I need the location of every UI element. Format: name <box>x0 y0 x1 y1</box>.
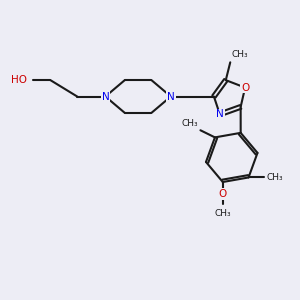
Text: O: O <box>219 189 227 199</box>
Text: CH₃: CH₃ <box>182 119 198 128</box>
Text: O: O <box>241 82 249 93</box>
Text: N: N <box>167 92 175 101</box>
Text: CH₃: CH₃ <box>266 173 283 182</box>
Text: CH₃: CH₃ <box>214 209 231 218</box>
Text: HO: HO <box>11 75 27 85</box>
Text: N: N <box>101 92 109 101</box>
Text: N: N <box>216 109 224 119</box>
Text: CH₃: CH₃ <box>232 50 248 59</box>
